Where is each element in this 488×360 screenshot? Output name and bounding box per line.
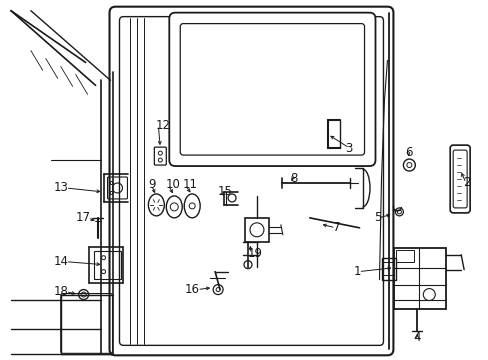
Text: 6: 6	[405, 145, 412, 159]
Text: 13: 13	[54, 181, 68, 194]
Text: 16: 16	[185, 283, 200, 296]
Text: 14: 14	[54, 255, 68, 268]
Text: 2: 2	[462, 176, 469, 189]
Text: 17: 17	[76, 211, 90, 224]
Text: 4: 4	[413, 331, 420, 344]
Bar	[244, 218, 268, 242]
FancyBboxPatch shape	[169, 13, 375, 166]
Text: 5: 5	[373, 211, 381, 224]
Text: 18: 18	[54, 285, 68, 298]
Text: 12: 12	[155, 119, 170, 132]
Text: 15: 15	[218, 185, 232, 198]
Bar	[396, 250, 413, 262]
Bar	[382, 258, 396, 280]
Bar	[394, 248, 446, 310]
Text: 7: 7	[332, 221, 340, 234]
Text: 10: 10	[165, 179, 180, 192]
Text: 19: 19	[247, 247, 263, 260]
Text: 8: 8	[289, 171, 297, 185]
Text: 1: 1	[353, 265, 361, 278]
Text: 9: 9	[148, 179, 156, 192]
Text: 11: 11	[182, 179, 197, 192]
Bar	[93, 251, 121, 279]
Text: 3: 3	[345, 141, 352, 155]
